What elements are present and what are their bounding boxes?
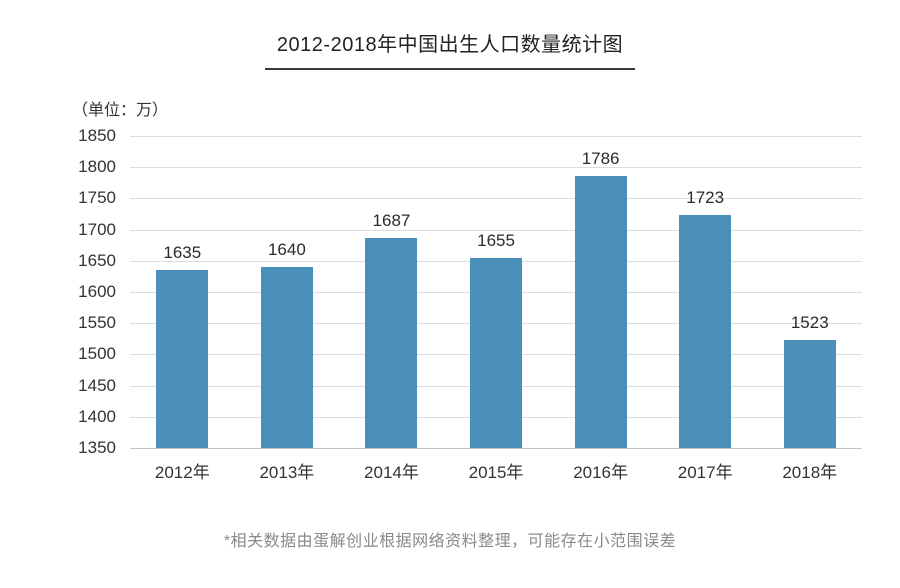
- bar-value-label: 1635: [163, 243, 202, 263]
- bar-value-label: 1687: [372, 210, 411, 230]
- bar-column: 1786: [548, 136, 653, 448]
- x-tick-label: 2017年: [677, 463, 733, 482]
- x-tick-label: 2014年: [364, 463, 419, 482]
- y-tick-label: 1650: [78, 250, 116, 270]
- bar: [574, 175, 627, 448]
- bar-chart: 1850 1800 1750 1700 1650 1600 1550 1500 1450 1400…: [72, 126, 862, 457]
- x-tick-label: 2018年: [782, 463, 838, 482]
- gridline: [130, 167, 862, 169]
- gridline: [130, 229, 862, 231]
- x-tick-label: 2012年: [154, 463, 210, 482]
- bar-value-label: 1640: [267, 240, 306, 260]
- bar-column: 1640: [235, 136, 340, 448]
- bar: [679, 215, 732, 448]
- bar: [156, 270, 209, 448]
- bar-column: 1655: [444, 136, 549, 448]
- x-axis-line: [130, 448, 862, 449]
- bar-value-label: 1723: [686, 188, 725, 208]
- bar-column: 1687: [339, 136, 444, 448]
- y-tick-label: 1400: [78, 406, 116, 426]
- chart-title-wrap: 2012-2018年中国出生人口数量统计图: [0, 28, 900, 70]
- bar-column: 1635: [130, 136, 235, 448]
- x-tick-label: 2015年: [468, 463, 524, 482]
- y-tick-label: 1600: [78, 282, 116, 301]
- y-tick-label: 1750: [78, 188, 116, 208]
- bar: [470, 257, 523, 448]
- bar: [365, 237, 418, 448]
- y-axis: 1850 1800 1750 1700 1650 1600 1550 1500 1450 1400…: [72, 126, 130, 457]
- x-tick-label: 2013年: [259, 463, 315, 482]
- y-tick-label: 1500: [78, 344, 116, 364]
- y-tick-label: 1800: [78, 157, 116, 177]
- bar-value-label: 1655: [477, 230, 515, 250]
- bar-value-label: 1786: [581, 148, 620, 168]
- footnote: *相关数据由蛋解创业根据网络资料整理，可能存在小范围误差: [223, 533, 677, 550]
- y-tick-label: 1550: [78, 313, 116, 333]
- bar-column: 1523: [757, 136, 862, 448]
- bar-column: 1723: [653, 136, 758, 448]
- y-tick-label: 1450: [78, 375, 116, 395]
- chart-title: 2012-2018年中国出生人口数量统计图: [264, 28, 636, 70]
- bar-value-label: 1523: [790, 313, 829, 333]
- x-axis: 2012年 2013年 2014年 2015年 2016年 2017年 2018年: [130, 458, 862, 483]
- gridline: [130, 136, 862, 137]
- bar: [260, 267, 313, 448]
- x-tick-label: 2016年: [573, 463, 629, 482]
- y-tick-label: 1350: [78, 438, 116, 457]
- y-tick-label: 1850: [78, 126, 116, 145]
- bar: [783, 340, 836, 448]
- plot-area: 1635 1640 1687 1655 1786 1723 1523: [130, 136, 862, 449]
- y-tick-label: 1700: [78, 219, 116, 239]
- bars-container: 1635 1640 1687 1655 1786 1723 1523: [130, 136, 862, 448]
- gridline: [130, 198, 862, 200]
- unit-label: （单位：万）: [72, 102, 169, 119]
